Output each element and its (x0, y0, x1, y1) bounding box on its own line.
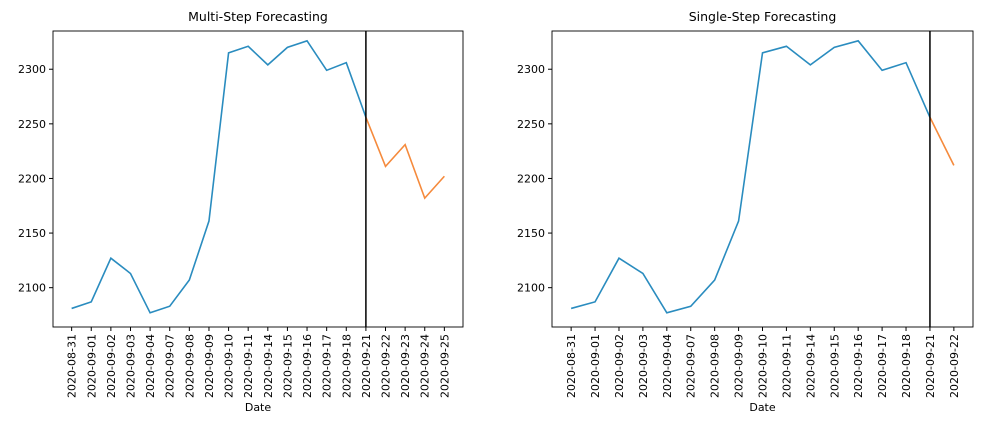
x-tick-label: 2020-09-17 (321, 334, 334, 398)
x-tick-label: 2020-09-17 (876, 334, 889, 398)
axes-frame (551, 30, 974, 328)
x-tick-label: 2020-09-04 (661, 334, 674, 398)
x-tick-label: 2020-09-08 (183, 334, 196, 398)
x-axis-label: Date (245, 401, 272, 414)
x-tick-label: 2020-09-09 (733, 334, 746, 398)
y-tick-label: 2200 (18, 172, 46, 185)
x-tick-label: 2020-09-16 (852, 334, 865, 398)
x-tick-label: 2020-09-25 (438, 334, 451, 398)
x-tick-label: 2020-09-24 (419, 334, 432, 398)
y-tick-label: 2150 (18, 227, 46, 240)
y-tick-label: 2150 (517, 227, 545, 240)
y-tick-label: 2250 (517, 118, 545, 131)
x-tick-label: 2020-09-07 (164, 334, 177, 398)
y-tick-label: 2200 (517, 172, 545, 185)
x-tick-label: 2020-09-18 (900, 334, 913, 398)
x-tick-label: 2020-09-09 (203, 334, 216, 398)
x-tick-label: 2020-09-11 (780, 334, 793, 398)
x-tick-label: 2020-09-03 (124, 334, 137, 398)
x-tick-label: 2020-09-21 (924, 334, 937, 398)
x-tick-label: 2020-09-10 (757, 334, 770, 398)
x-tick-label: 2020-09-15 (281, 334, 294, 398)
x-tick-label: 2020-09-01 (589, 334, 602, 398)
series-line (365, 116, 445, 200)
x-tick-label: 2020-09-03 (637, 334, 650, 398)
x-tick-label: 2020-08-31 (66, 334, 79, 398)
y-tick-label: 2250 (18, 118, 46, 131)
series-line (570, 39, 931, 314)
x-tick-label: 2020-09-04 (144, 334, 157, 398)
chart-title: Single-Step Forecasting (689, 9, 837, 24)
series-line (929, 116, 955, 166)
x-tick-label: 2020-09-01 (85, 334, 98, 398)
x-tick-label: 2020-09-23 (399, 334, 412, 398)
x-tick-label: 2020-09-15 (828, 334, 841, 398)
x-tick-label: 2020-09-11 (242, 334, 255, 398)
y-tick-label: 2100 (18, 282, 46, 295)
x-tick-label: 2020-08-31 (565, 334, 578, 398)
y-tick-label: 2100 (517, 282, 545, 295)
x-tick-label: 2020-09-22 (948, 334, 961, 398)
x-tick-label: 2020-09-10 (223, 334, 236, 398)
x-tick-label: 2020-09-14 (804, 334, 817, 398)
chart-title: Multi-Step Forecasting (188, 9, 328, 24)
series-line (71, 39, 367, 314)
x-tick-label: 2020-09-16 (301, 334, 314, 398)
axes-frame (52, 30, 464, 328)
x-tick-label: 2020-09-02 (105, 334, 118, 398)
x-tick-label: 2020-09-22 (380, 334, 393, 398)
x-tick-label: 2020-09-21 (360, 334, 373, 398)
y-tick-label: 2300 (18, 63, 46, 76)
x-tick-label: 2020-09-02 (613, 334, 626, 398)
x-tick-label: 2020-09-18 (340, 334, 353, 398)
x-tick-label: 2020-09-08 (709, 334, 722, 398)
x-axis-label: Date (749, 401, 776, 414)
x-tick-label: 2020-09-07 (685, 334, 698, 398)
x-tick-label: 2020-09-14 (262, 334, 275, 398)
y-tick-label: 2300 (517, 63, 545, 76)
